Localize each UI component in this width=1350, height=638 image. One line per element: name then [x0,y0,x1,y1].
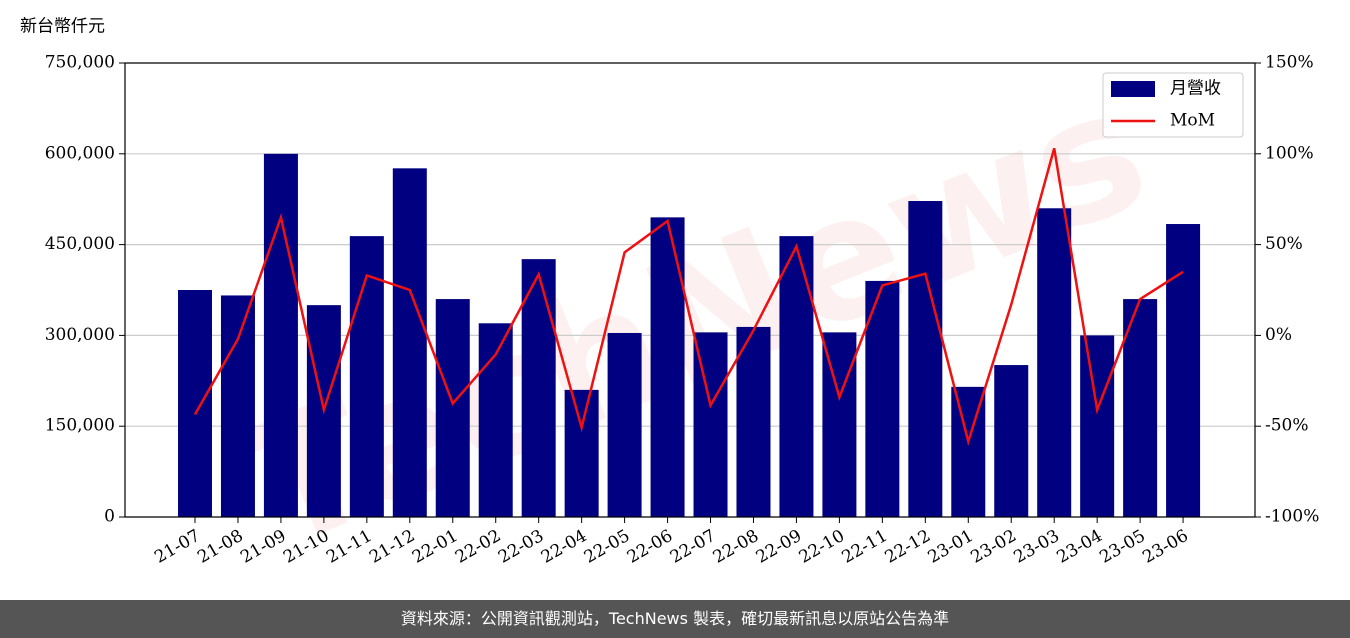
x-tick-label: 23-03 [1011,526,1063,568]
x-tick-label: 23-06 [1139,526,1191,568]
footer: 資料來源：公開資訊觀測站，TechNews 製表，確切最新訊息以原站公告為準 [0,600,1350,638]
y2-tick-label: -50% [1265,416,1309,436]
bar [220,295,255,517]
x-tick-label: 23-04 [1053,526,1105,568]
legend: 月營收 MoM [1102,72,1244,138]
legend-swatch [1111,81,1155,97]
x-tick-label: 22-04 [538,526,590,568]
x-tick-label: 21-09 [237,526,289,568]
y-tick-label: 450,000 [45,234,115,254]
x-tick-label: 22-08 [710,526,762,568]
x-tick-label: 22-03 [495,526,547,568]
x-tick-label: 22-06 [624,526,676,568]
bar [564,389,599,517]
bar [865,280,900,517]
y2-tick-label: -100% [1265,507,1319,527]
bar [650,217,685,518]
bar [908,201,943,518]
y-tick-label: 0 [104,507,115,527]
y2-tick-label: 150% [1265,53,1314,73]
x-tick-label: 21-08 [194,526,246,568]
y2-tick-label: 50% [1265,234,1303,254]
bar [178,290,212,517]
legend-label: MoM [1170,111,1215,131]
bar [263,153,298,518]
plot-frame [124,62,1256,518]
x-tick-label: 22-07 [667,526,719,568]
x-tick-label: 23-01 [925,526,977,568]
x-tick-label: 22-09 [753,526,805,568]
y-tick-label: 150,000 [45,416,115,436]
bar [435,299,470,517]
legend-label: 月營收 [1170,79,1221,99]
bar [1123,299,1158,517]
bar [693,332,728,517]
y-axis-label: 新台幣仟元 [20,17,105,37]
x-tick-label: 22-02 [452,526,504,568]
chart: 新台幣仟元 TechNews 0150,000300,000450,000600… [20,17,1319,589]
bar [736,326,771,517]
x-tick-label: 21-07 [151,526,203,568]
bar [349,236,384,517]
bar [822,332,857,517]
x-tick-label: 23-02 [968,526,1020,568]
y-tick-label: 600,000 [45,143,115,163]
bar [521,259,556,517]
line [193,148,1184,447]
x-tick-label: 22-11 [839,526,891,568]
y2-tick-label: 0% [1265,325,1292,345]
bar [1080,335,1115,517]
x-tick-label: 22-10 [796,526,848,568]
x-tick-label: 23-05 [1096,526,1148,568]
y2-tick-label: 100% [1265,143,1314,163]
bar [1037,208,1072,517]
bar [779,236,814,517]
x-tick-label: 22-12 [882,526,934,568]
y-tick-label: 750,000 [45,53,115,73]
bar [607,332,642,517]
x-tick-label: 22-05 [581,526,633,568]
bar [392,168,427,517]
y-tick-label: 300,000 [45,325,115,345]
bar [994,365,1029,517]
bar [1166,224,1201,517]
